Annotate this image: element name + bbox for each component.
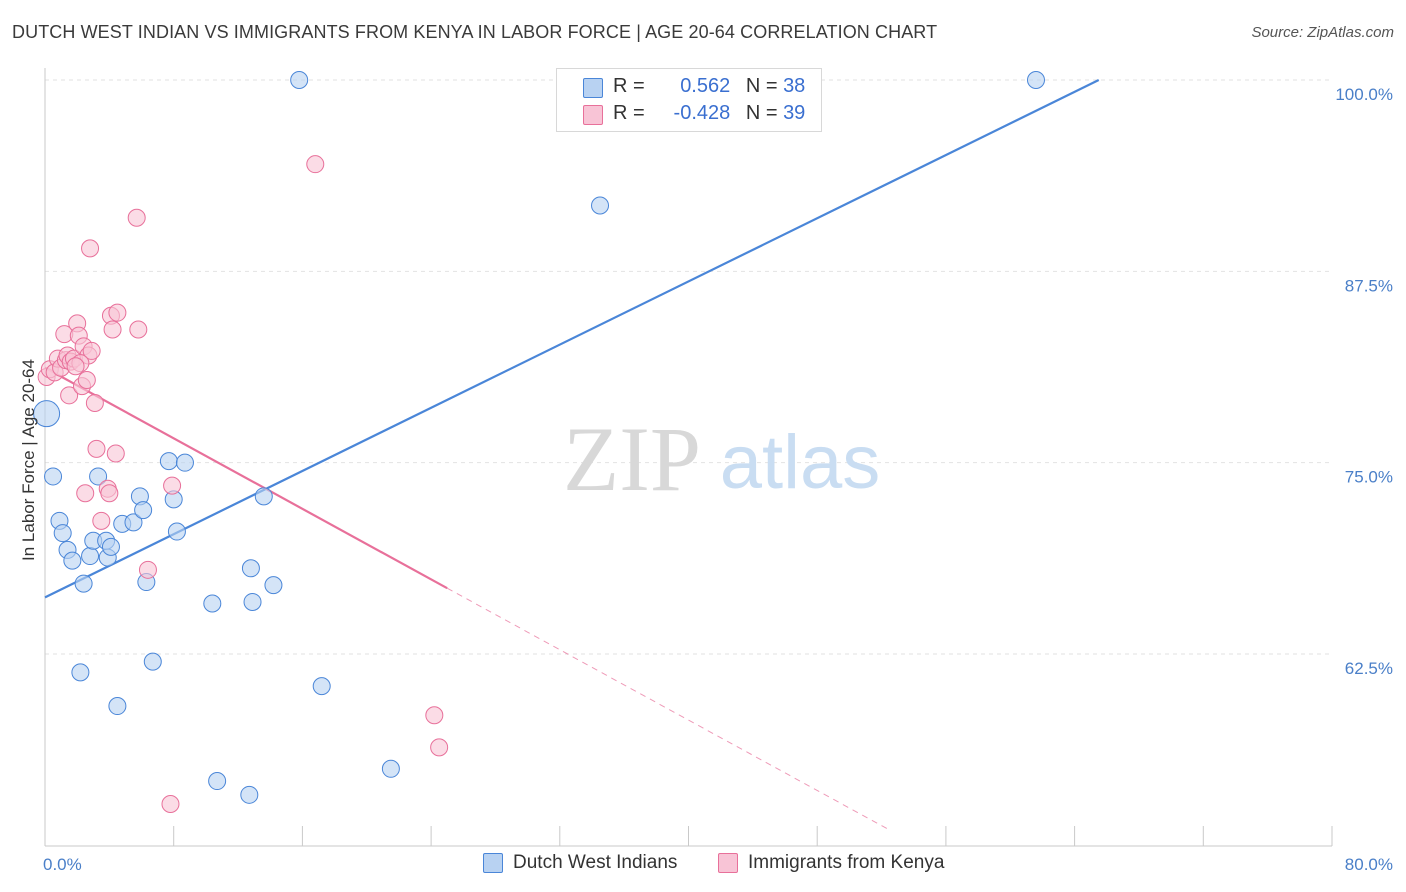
point-dutch-26 xyxy=(208,772,227,791)
legend-swatch-dutch xyxy=(583,78,603,98)
trend-lines xyxy=(44,79,1100,831)
point-dutch-8 xyxy=(81,547,100,566)
point-kenya-18 xyxy=(81,239,100,258)
trend-line-0 xyxy=(44,79,1100,599)
point-dutch-25 xyxy=(203,594,222,613)
trend-line-dashed-1 xyxy=(446,587,890,831)
point-dutch-34 xyxy=(381,759,400,778)
legend-stats-dutch: R = 0.562 N = 38 xyxy=(613,75,806,97)
point-dutch-3 xyxy=(53,524,72,543)
watermark-zip: ZIP xyxy=(563,408,701,510)
point-dutch-5 xyxy=(63,551,82,570)
legend-stats-kenya: R = -0.428 N = 39 xyxy=(613,102,806,124)
y-tick-label-0: 62.5% xyxy=(1345,659,1393,678)
point-kenya-19 xyxy=(82,341,101,360)
point-dutch-29 xyxy=(243,592,262,611)
point-kenya-36 xyxy=(430,738,449,757)
point-kenya-20 xyxy=(85,393,104,412)
point-dutch-33 xyxy=(312,677,331,696)
point-dutch-18 xyxy=(134,501,153,520)
watermark: ZIP atlas xyxy=(563,408,880,510)
series-swatch-dutch xyxy=(483,853,503,873)
point-dutch-32 xyxy=(290,71,309,89)
point-dutch-16 xyxy=(124,513,143,532)
point-dutch-31 xyxy=(264,576,283,595)
point-kenya-16 xyxy=(77,371,96,390)
point-dutch-23 xyxy=(167,522,186,541)
point-dutch-7 xyxy=(74,574,93,593)
point-dutch-28 xyxy=(241,559,260,578)
point-kenya-24 xyxy=(100,484,119,503)
point-dutch-24 xyxy=(175,453,194,472)
point-dutch-35 xyxy=(591,196,610,215)
chart-title: DUTCH WEST INDIAN VS IMMIGRANTS FROM KEN… xyxy=(12,22,938,42)
point-kenya-26 xyxy=(103,320,122,339)
point-kenya-8 xyxy=(60,386,79,405)
point-dutch-10 xyxy=(89,467,108,486)
point-dutch-13 xyxy=(101,537,120,556)
point-kenya-28 xyxy=(106,444,125,463)
point-kenya-22 xyxy=(92,511,111,530)
point-kenya-32 xyxy=(161,795,180,814)
point-kenya-15 xyxy=(76,484,95,503)
legend-swatch-kenya xyxy=(583,105,603,125)
point-dutch-37 xyxy=(1026,71,1045,89)
y-tick-labels: 62.5% 75.0% 87.5% 100.0% xyxy=(1335,85,1393,678)
point-dutch-30 xyxy=(254,487,273,506)
trend-line-1 xyxy=(44,366,448,590)
correlation-legend: R = 0.562 N = 38 R = -0.428 N = 39 xyxy=(556,68,822,132)
point-dutch-27 xyxy=(240,785,259,804)
point-dutch-0 xyxy=(33,400,61,428)
series-swatch-kenya xyxy=(718,853,738,873)
data-points xyxy=(33,71,1045,814)
point-kenya-27 xyxy=(108,303,127,322)
series-label-kenya: Immigrants from Kenya xyxy=(748,852,945,873)
point-kenya-38 xyxy=(66,357,85,376)
y-tick-label-3: 100.0% xyxy=(1335,85,1393,104)
point-kenya-31 xyxy=(138,560,157,579)
point-kenya-34 xyxy=(306,155,325,174)
y-tick-label-1: 75.0% xyxy=(1345,468,1393,487)
point-dutch-14 xyxy=(108,697,127,716)
x-tick-label-0: 0.0% xyxy=(43,855,82,874)
point-kenya-30 xyxy=(129,320,148,339)
watermark-atlas: atlas xyxy=(720,420,881,505)
series-label-dutch: Dutch West Indians xyxy=(513,852,678,873)
point-kenya-21 xyxy=(87,439,106,458)
point-dutch-1 xyxy=(44,467,63,486)
y-axis-title: In Labor Force | Age 20-64 xyxy=(19,359,38,561)
point-kenya-33 xyxy=(163,476,182,495)
point-dutch-6 xyxy=(71,663,90,682)
point-kenya-29 xyxy=(127,208,146,227)
y-tick-label-2: 87.5% xyxy=(1345,276,1393,295)
point-dutch-21 xyxy=(159,452,178,471)
x-tick-labels: 0.0% 80.0% xyxy=(43,855,1393,874)
x-tick-label-1: 80.0% xyxy=(1345,855,1393,874)
chart-source: Source: ZipAtlas.com xyxy=(1251,24,1394,41)
point-kenya-35 xyxy=(425,706,444,725)
series-legend: Dutch West Indians Immigrants from Kenya xyxy=(0,852,1406,878)
point-dutch-20 xyxy=(143,652,162,671)
